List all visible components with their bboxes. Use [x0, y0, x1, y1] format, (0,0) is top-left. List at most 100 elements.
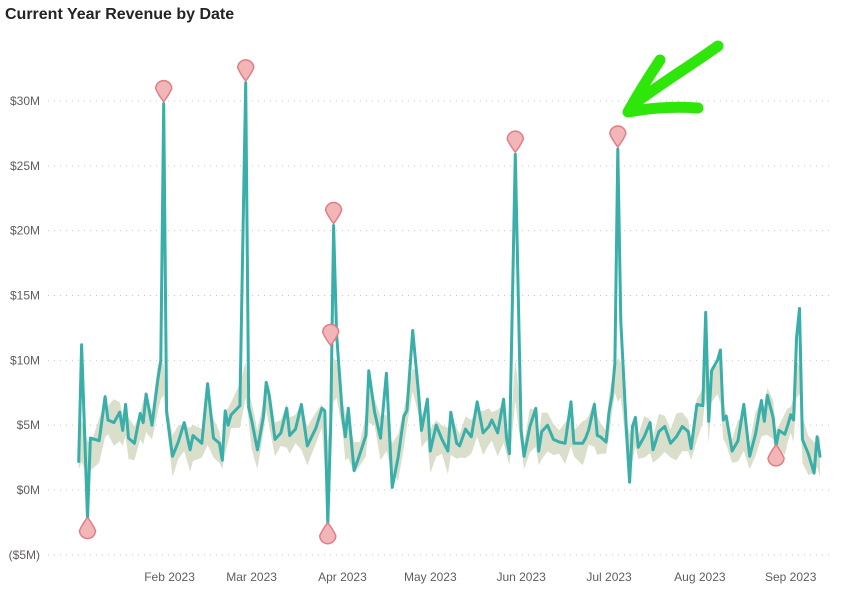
data-point: [267, 394, 271, 397]
arrow-annotation: [622, 40, 724, 118]
data-point: [106, 418, 110, 422]
data-point: [434, 423, 438, 427]
data-point: [643, 435, 646, 439]
data-point: [89, 436, 92, 440]
data-point: [273, 438, 277, 441]
anomaly-marker[interactable]: [319, 521, 337, 545]
data-point: [604, 440, 608, 444]
data-point: [584, 436, 587, 440]
data-point: [341, 413, 344, 416]
data-point: [552, 438, 555, 441]
anomaly-marker[interactable]: [609, 125, 627, 149]
arrow-head: [622, 54, 704, 118]
data-point: [306, 444, 309, 448]
data-point: [458, 444, 461, 448]
anomaly-pin[interactable]: [506, 130, 525, 154]
anomaly-pin[interactable]: [78, 516, 97, 540]
anomaly-marker[interactable]: [321, 323, 340, 347]
anomaly-pin[interactable]: [767, 443, 785, 467]
data-point: [475, 400, 479, 404]
anomaly-marker[interactable]: [767, 443, 785, 467]
anomaly-marker[interactable]: [78, 516, 97, 540]
data-point: [238, 404, 242, 407]
data-point: [514, 152, 517, 156]
anomaly-pin[interactable]: [236, 59, 255, 83]
data-point: [812, 471, 816, 475]
data-point: [710, 369, 713, 372]
data-point: [329, 423, 332, 427]
anomaly-pin[interactable]: [319, 521, 337, 545]
data-point: [429, 449, 432, 453]
data-point: [651, 448, 655, 452]
x-tick-label: Jul 2023: [586, 570, 632, 584]
data-point: [701, 404, 705, 407]
data-point: [440, 438, 444, 441]
y-tick-label: ($5M): [9, 548, 40, 562]
data-point: [396, 456, 400, 459]
data-point: [224, 409, 227, 413]
data-point: [763, 420, 766, 423]
data-point: [801, 438, 804, 441]
data-point: [162, 102, 165, 105]
data-point: [587, 429, 590, 432]
data-point: [686, 430, 690, 433]
data-point: [206, 382, 209, 385]
data-point: [798, 307, 801, 310]
data-point: [748, 455, 751, 458]
data-point: [593, 403, 596, 406]
data-point: [139, 412, 142, 415]
data-point: [150, 423, 154, 427]
data-point: [487, 425, 491, 428]
data-point: [581, 442, 584, 445]
data-point: [663, 425, 666, 428]
data-point: [300, 403, 303, 406]
data-point: [288, 434, 291, 437]
data-point: [411, 329, 414, 332]
data-point: [159, 359, 162, 362]
data-point: [244, 81, 247, 85]
x-tick-label: Jun 2023: [496, 570, 546, 584]
data-point: [786, 423, 789, 427]
data-point: [716, 359, 719, 362]
data-point: [112, 421, 116, 424]
series-group: [77, 81, 822, 526]
anomaly-pin[interactable]: [609, 125, 627, 149]
anomaly-pin[interactable]: [324, 201, 343, 225]
anomaly-pin[interactable]: [321, 323, 340, 347]
anomaly-marker[interactable]: [506, 130, 525, 154]
x-axis: Feb 2023 Mar 2023 Apr 2023 May 2023 Jun 2023…: [144, 570, 817, 584]
anomaly-marker[interactable]: [236, 59, 255, 83]
x-tick-label: Aug 2023: [674, 570, 726, 584]
data-point: [364, 434, 368, 437]
data-point: [177, 440, 180, 444]
data-point: [212, 436, 215, 440]
data-point: [229, 413, 233, 416]
data-point: [332, 224, 335, 227]
y-tick-label: $5M: [17, 418, 40, 432]
data-point: [537, 449, 540, 453]
anomaly-marker[interactable]: [154, 79, 173, 103]
data-point: [505, 436, 508, 440]
y-tick-label: $20M: [10, 224, 40, 238]
data-point: [625, 433, 628, 436]
data-point: [818, 455, 822, 458]
anomaly-marker[interactable]: [324, 201, 343, 225]
x-tick-label: May 2023: [404, 570, 457, 584]
data-point: [657, 430, 661, 433]
data-point: [558, 440, 561, 444]
data-point: [344, 435, 347, 439]
anomaly-markers[interactable]: [78, 59, 785, 545]
data-point: [607, 411, 611, 414]
data-point: [103, 395, 107, 398]
data-point: [188, 448, 192, 452]
data-point: [481, 431, 485, 435]
data-point: [707, 420, 710, 423]
data-point: [156, 378, 160, 381]
data-point: [681, 425, 684, 428]
x-tick-label: Mar 2023: [226, 570, 277, 584]
data-point: [127, 436, 130, 440]
data-point: [464, 427, 467, 431]
anomaly-pin[interactable]: [154, 79, 173, 103]
data-point: [675, 435, 678, 439]
